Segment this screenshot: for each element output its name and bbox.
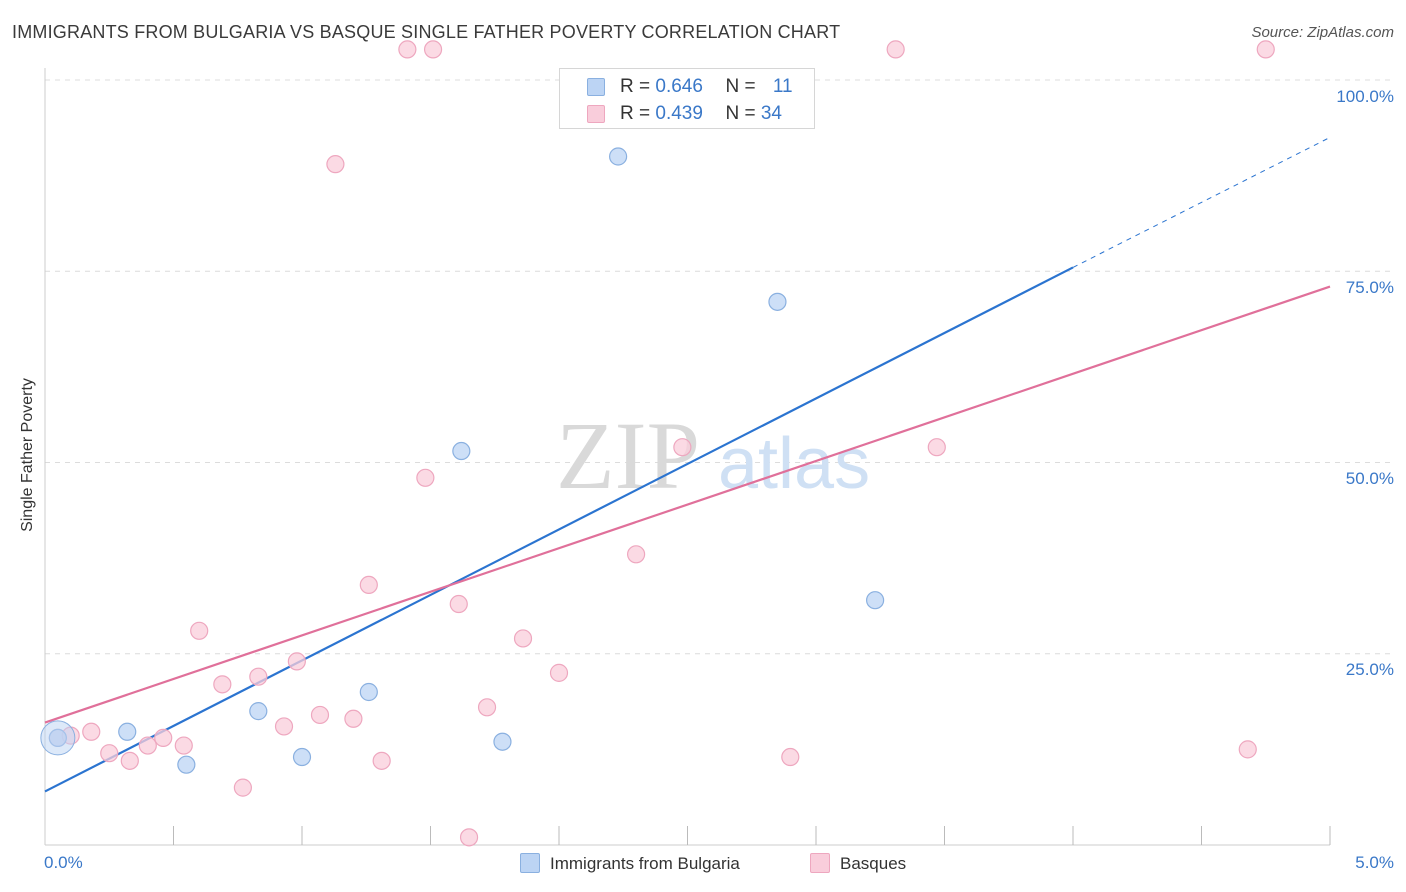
point-basques[interactable] <box>549 663 569 682</box>
point-basques[interactable] <box>626 545 646 564</box>
axes <box>44 68 1331 846</box>
point-basques[interactable] <box>154 728 173 748</box>
n-value-basques: 34 <box>760 103 782 124</box>
point-basques[interactable] <box>120 751 139 770</box>
y-tick-75: 75.0% <box>1345 278 1394 297</box>
point-basques[interactable] <box>233 778 252 797</box>
point-basques[interactable] <box>513 629 533 648</box>
r-label-bulgaria: R = <box>620 76 656 97</box>
grid-lines <box>45 79 1392 655</box>
point-bulgaria[interactable] <box>359 682 378 702</box>
y-tick-25: 25.0% <box>1345 660 1394 679</box>
point-basques[interactable] <box>886 40 905 59</box>
trend-line-bulgaria-extension <box>1072 136 1331 268</box>
n-label-bulgaria: N = <box>725 76 761 97</box>
point-basques[interactable] <box>174 736 193 755</box>
point-bulgaria[interactable] <box>866 591 885 610</box>
trend-line-bulgaria <box>44 266 1074 793</box>
legend-label-basques: Basques <box>840 854 907 873</box>
legend-swatch-bulgaria-bottom <box>520 853 540 873</box>
watermark: ZIP atlas <box>556 402 870 509</box>
point-basques[interactable] <box>138 736 157 755</box>
n-value-bulgaria: 11 <box>772 76 793 97</box>
point-basques[interactable] <box>459 828 479 847</box>
point-basques[interactable] <box>213 675 232 694</box>
legend-label-bulgaria: Immigrants from Bulgaria <box>550 854 740 873</box>
point-basques[interactable] <box>449 594 468 614</box>
data-points <box>40 40 1275 847</box>
point-basques[interactable] <box>1238 740 1257 759</box>
legend-swatch-basques-bottom <box>810 853 830 873</box>
legend-item-bulgaria[interactable]: Immigrants from Bulgaria <box>520 853 740 874</box>
point-bulgaria[interactable] <box>452 441 471 461</box>
point-basques[interactable] <box>1256 40 1275 59</box>
legend-item-basques[interactable]: Basques <box>810 853 906 874</box>
point-bulgaria[interactable] <box>292 747 312 767</box>
source-label: Source: ZipAtlas.com <box>1251 24 1394 41</box>
point-basques[interactable] <box>326 155 345 174</box>
r-label-basques: R = <box>620 103 656 124</box>
point-basques[interactable] <box>100 744 119 763</box>
correlation-legend: R = 0.646 N = 11 R = 0.439 N = 34 <box>559 68 815 129</box>
point-basques[interactable] <box>82 722 101 741</box>
point-basques[interactable] <box>416 468 435 487</box>
point-basques[interactable] <box>372 751 391 770</box>
y-tick-50: 50.0% <box>1345 469 1394 488</box>
point-basques[interactable] <box>190 621 209 640</box>
watermark-zip: ZIP <box>556 402 700 509</box>
point-basques[interactable] <box>673 438 692 457</box>
point-bulgaria[interactable] <box>609 147 628 166</box>
point-basques[interactable] <box>781 747 800 767</box>
point-basques[interactable] <box>274 717 294 736</box>
legend-swatch-basques <box>587 105 605 123</box>
point-basques[interactable] <box>927 438 946 457</box>
point-bulgaria[interactable] <box>493 732 512 751</box>
point-basques[interactable] <box>249 667 268 686</box>
point-cluster-origin[interactable] <box>40 720 76 756</box>
trend-lines <box>44 136 1331 793</box>
legend-swatch-bulgaria <box>587 78 605 96</box>
watermark-atlas: atlas <box>718 424 870 504</box>
n-label-basques: N = <box>725 103 761 124</box>
point-basques[interactable] <box>477 698 497 717</box>
point-basques[interactable] <box>310 705 330 725</box>
point-basques[interactable] <box>287 652 306 671</box>
r-value-basques: 0.439 <box>655 103 703 124</box>
x-tick-max: 5.0% <box>1355 853 1394 872</box>
point-bulgaria[interactable] <box>249 702 268 721</box>
trend-line-basques <box>44 285 1331 724</box>
point-basques[interactable] <box>359 575 378 595</box>
point-basques[interactable] <box>398 40 417 59</box>
chart-title: IMMIGRANTS FROM BULGARIA VS BASQUE SINGL… <box>12 22 841 42</box>
point-bulgaria[interactable] <box>118 722 137 741</box>
point-bulgaria[interactable] <box>768 292 787 311</box>
y-tick-100: 100.0% <box>1336 87 1394 106</box>
point-basques[interactable] <box>423 40 443 59</box>
x-tick-min: 0.0% <box>44 853 83 872</box>
point-basques[interactable] <box>344 709 363 728</box>
r-value-bulgaria: 0.646 <box>655 76 703 97</box>
point-bulgaria[interactable] <box>177 755 196 774</box>
